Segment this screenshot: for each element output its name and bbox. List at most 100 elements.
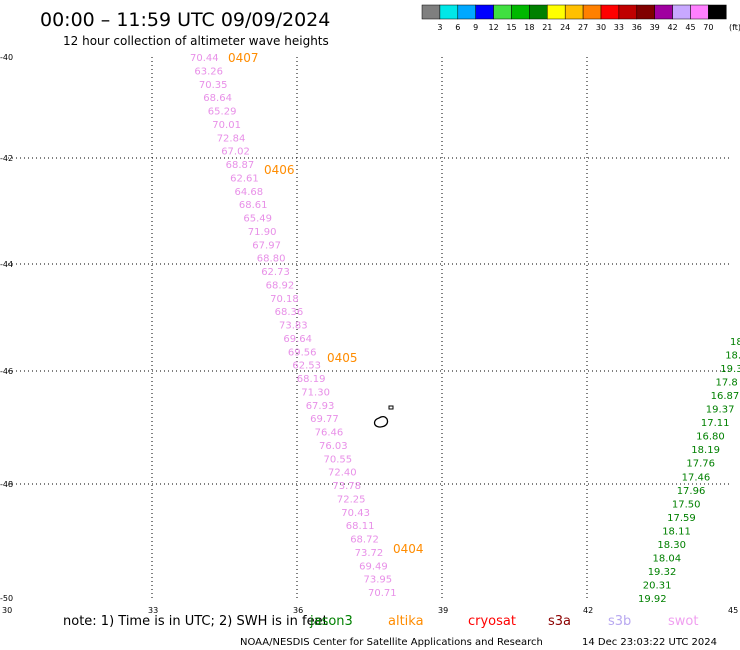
wave-height-label: 19.3 xyxy=(720,364,740,375)
wave-height-label: 68.92 xyxy=(266,280,295,291)
legend-swatch xyxy=(618,4,638,20)
wave-height-label: 73.83 xyxy=(279,321,308,332)
wave-height-label: 72.25 xyxy=(337,494,366,505)
longitude-label: 33 xyxy=(148,606,158,615)
legend-swatch xyxy=(636,4,655,20)
wave-height-label: 72.84 xyxy=(217,133,246,144)
wave-height-label: 68.36 xyxy=(275,307,304,318)
longitude-label: 39 xyxy=(438,606,448,615)
color-legend: 3 6 9 12 15 18 21 24 27 30 33 36 39 42 45 70 (ft) xyxy=(421,4,740,32)
wave-height-label: 70.18 xyxy=(270,294,299,305)
wave-height-label: 73.78 xyxy=(332,481,361,492)
satellite-name-jason3: jason3 xyxy=(309,614,353,629)
pass-time-label: 0405 xyxy=(327,351,358,365)
legend-swatch xyxy=(421,4,441,20)
legend-swatch xyxy=(439,4,459,20)
legend-swatch xyxy=(564,4,584,20)
legend-swatch xyxy=(600,4,620,20)
map-subtitle: 12 hour collection of altimeter wave hei… xyxy=(63,34,329,48)
satellite-name-swot: swot xyxy=(668,614,698,629)
legend-swatch xyxy=(493,4,512,20)
longitude-label: 36 xyxy=(293,606,303,615)
wave-height-label: 70.44 xyxy=(190,53,219,64)
wave-height-label: 67.93 xyxy=(306,401,335,412)
satellite-name-cryosat: cryosat xyxy=(468,614,516,629)
wave-height-label: 70.35 xyxy=(199,80,228,91)
wave-height-label: 63.26 xyxy=(194,66,223,77)
map-title: 00:00 – 11:59 UTC 09/09/2024 xyxy=(40,9,330,31)
wave-height-label: 62.61 xyxy=(230,173,259,184)
legend-label: 15 xyxy=(506,23,516,32)
axis-ticks: -40 -42 -44 -46 -48 -50 30 33 36 39 42 45 xyxy=(0,53,738,615)
footer-note: note: 1) Time is in UTC; 2) SWH is in fe… xyxy=(63,614,328,629)
swot-track-values: 70.44 63.26 70.35 68.64 65.29 70.01 72.84 67.02… xyxy=(190,53,397,599)
wave-height-label: 62.53 xyxy=(292,361,321,372)
jason3-track-values: 18 18. 19.3 17.8 16.87 19.37 17.11 16.80 18.19 17… xyxy=(638,337,740,605)
pass-time-labels: 0407 0406 0405 0404 xyxy=(228,51,424,556)
legend-swatch xyxy=(672,4,691,20)
legend-label: 36 xyxy=(632,23,642,32)
satellite-name-altika: altika xyxy=(388,614,424,629)
satellite-name-s3b: s3b xyxy=(608,614,631,629)
timestamp-text: 14 Dec 23:03:22 UTC 2024 xyxy=(582,637,717,648)
legend-label: 30 xyxy=(596,23,606,32)
wave-height-label: 68.80 xyxy=(257,254,286,265)
wave-height-label: 70.43 xyxy=(341,508,370,519)
wave-height-label: 17.8 xyxy=(716,378,738,389)
wave-height-label: 18 xyxy=(730,337,740,348)
wave-height-label: 68.87 xyxy=(226,160,255,171)
legend-swatch xyxy=(708,4,727,20)
latitude-label: -50 xyxy=(0,594,13,603)
legend-swatch xyxy=(457,4,476,20)
latitude-label: -40 xyxy=(0,53,13,62)
wave-height-label: 68.61 xyxy=(239,200,268,211)
wave-height-label: 17.50 xyxy=(672,499,701,510)
wave-height-label: 17.76 xyxy=(686,459,715,470)
legend-label: 33 xyxy=(614,23,624,32)
legend-swatch xyxy=(529,4,548,20)
legend-label: 42 xyxy=(668,23,678,32)
legend-label: 45 xyxy=(685,23,695,32)
wave-height-label: 68.19 xyxy=(297,374,326,385)
longitude-label: 30 xyxy=(2,606,12,615)
wave-height-label: 18.30 xyxy=(657,540,686,551)
wave-height-label: 67.02 xyxy=(221,147,250,158)
wave-height-label: 16.80 xyxy=(696,432,725,443)
legend-label: 39 xyxy=(650,23,660,32)
legend-swatch xyxy=(475,4,494,20)
legend-swatch xyxy=(582,4,602,20)
wave-height-label: 17.96 xyxy=(677,486,706,497)
satellite-legend: jason3 altika cryosat s3a s3b swot xyxy=(309,614,698,629)
wave-height-label: 19.92 xyxy=(638,594,667,605)
wave-height-label: 18.04 xyxy=(653,553,682,564)
wave-height-label: 65.29 xyxy=(208,107,237,118)
pass-time-label: 0406 xyxy=(264,163,295,177)
wave-height-label: 18.19 xyxy=(691,445,720,456)
wave-height-label: 69.49 xyxy=(359,561,388,572)
wave-height-label: 76.46 xyxy=(315,428,344,439)
legend-label: 6 xyxy=(455,23,460,32)
wave-height-label: 68.64 xyxy=(203,93,232,104)
wave-height-label: 16.87 xyxy=(711,391,740,402)
wave-height-label: 68.72 xyxy=(350,535,379,546)
legend-label: 70 xyxy=(703,23,713,32)
legend-label: 18 xyxy=(524,23,534,32)
wave-height-label: 18. xyxy=(725,351,740,362)
pass-time-label: 0404 xyxy=(393,542,424,556)
longitude-label: 42 xyxy=(583,606,593,615)
wave-height-label: 73.95 xyxy=(364,575,393,586)
wave-height-label: 68.11 xyxy=(346,521,375,532)
wave-height-label: 64.68 xyxy=(235,187,264,198)
wave-height-label: 69.64 xyxy=(283,334,312,345)
latitude-label: -48 xyxy=(0,480,13,489)
credit-text: NOAA/NESDIS Center for Satellite Applica… xyxy=(240,637,543,648)
legend-label: 24 xyxy=(560,23,570,32)
legend-label: 9 xyxy=(473,23,478,32)
wave-height-label: 67.97 xyxy=(252,240,281,251)
legend-label: 3 xyxy=(437,23,442,32)
wave-height-label: 62.73 xyxy=(261,267,290,278)
wave-height-label: 17.46 xyxy=(682,472,711,483)
map-grid xyxy=(8,57,732,598)
wave-height-label: 17.59 xyxy=(667,513,696,524)
